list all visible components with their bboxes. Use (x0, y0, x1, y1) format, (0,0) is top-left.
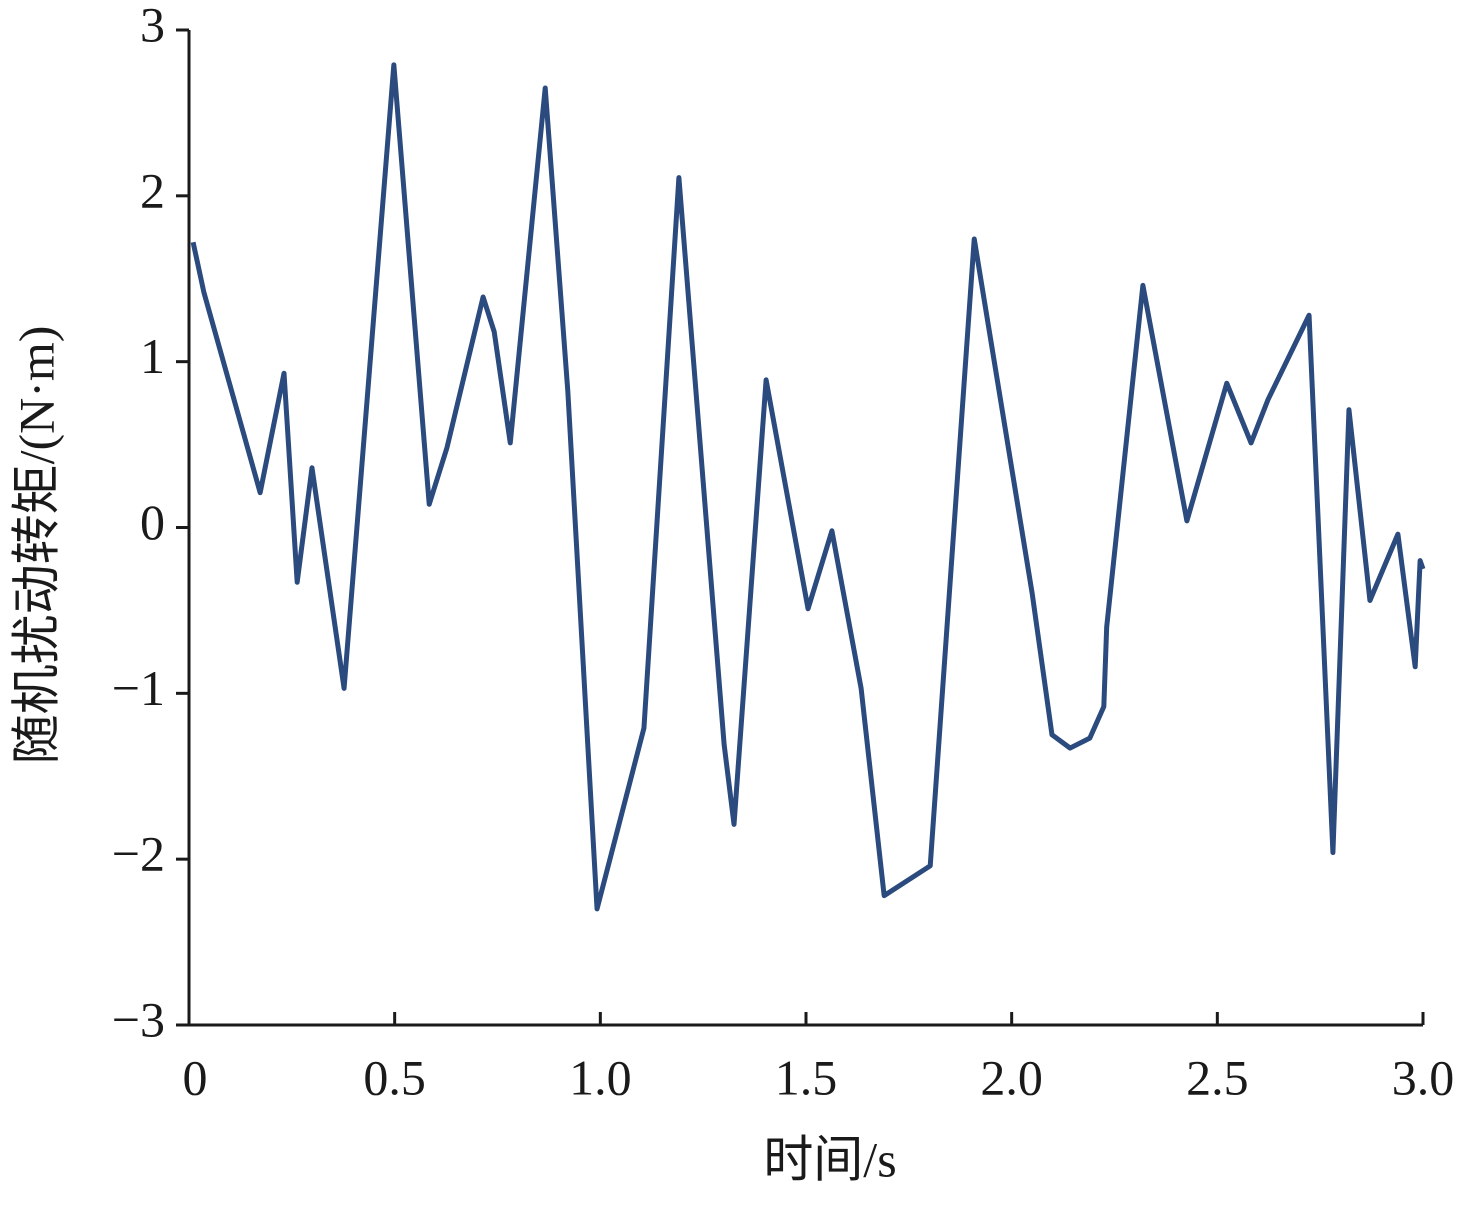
y-tick-label: 2 (140, 162, 165, 218)
x-tick-label: 0 (183, 1049, 208, 1105)
data-line (190, 62, 1426, 912)
x-tick-label: 3.0 (1392, 1049, 1455, 1105)
y-axis-label: 随机扰动转矩/(N·m) (8, 326, 64, 765)
x-tick-label: 1.0 (569, 1049, 632, 1105)
x-axis-label: 时间/s (763, 1131, 896, 1187)
y-tick-label: −3 (112, 991, 165, 1047)
y-tick-label: 1 (140, 328, 165, 384)
y-tick-label: 0 (140, 494, 165, 550)
y-tick-label: 3 (140, 0, 165, 52)
x-tick-label: 2.5 (1186, 1049, 1249, 1105)
x-tick-label: 0.5 (363, 1049, 426, 1105)
y-tick-label: −1 (112, 660, 165, 716)
x-tick-label: 1.5 (775, 1049, 838, 1105)
x-tick-label: 2.0 (980, 1049, 1043, 1105)
y-tick-label: −2 (112, 826, 165, 882)
